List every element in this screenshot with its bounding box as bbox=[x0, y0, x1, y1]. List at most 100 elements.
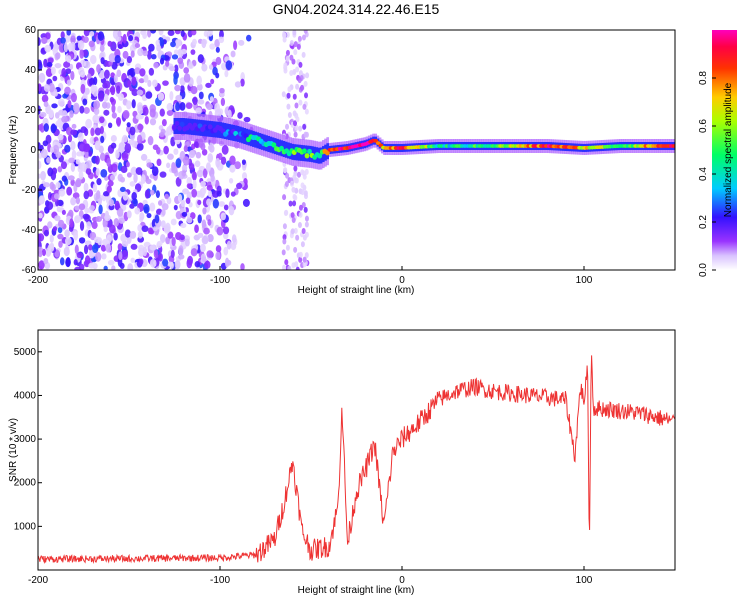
noise-speckle bbox=[173, 148, 179, 155]
colorbar-tick-label: 0.0 bbox=[698, 263, 709, 277]
noise-speckle bbox=[75, 159, 81, 165]
noise-speckle bbox=[95, 215, 103, 222]
noise-speckle bbox=[220, 212, 227, 221]
noise-speckle bbox=[231, 234, 237, 244]
noise-speckle bbox=[240, 78, 245, 87]
noise-speckle bbox=[157, 92, 165, 101]
noise-speckle bbox=[287, 112, 292, 119]
noise-speckle bbox=[103, 80, 111, 89]
noise-speckle bbox=[215, 46, 220, 53]
noise-speckle bbox=[284, 259, 289, 266]
noise-speckle bbox=[201, 219, 207, 229]
noise-speckle bbox=[43, 123, 49, 132]
noise-speckle bbox=[117, 105, 122, 114]
noise-speckle bbox=[174, 260, 181, 270]
noise-speckle bbox=[101, 253, 107, 260]
noise-speckle bbox=[285, 123, 290, 130]
noise-speckle bbox=[298, 211, 303, 218]
signal-core bbox=[174, 120, 180, 127]
noise-speckle bbox=[296, 43, 301, 50]
noise-speckle bbox=[225, 188, 230, 199]
noise-speckle bbox=[145, 91, 153, 99]
noise-speckle bbox=[63, 61, 71, 68]
noise-speckle bbox=[145, 178, 152, 185]
x-tick-label: 100 bbox=[576, 575, 593, 586]
noise-speckle bbox=[82, 98, 88, 106]
noise-speckle bbox=[129, 181, 136, 187]
noise-speckle bbox=[159, 171, 167, 178]
y-tick-label: 5000 bbox=[14, 347, 37, 358]
noise-speckle bbox=[160, 220, 166, 229]
noise-speckle bbox=[175, 176, 182, 187]
noise-speckle bbox=[113, 232, 118, 241]
noise-speckle bbox=[158, 132, 165, 138]
noise-speckle bbox=[46, 201, 54, 211]
noise-speckle bbox=[198, 91, 204, 100]
noise-speckle bbox=[70, 129, 78, 136]
noise-speckle bbox=[79, 150, 85, 157]
noise-speckle bbox=[196, 169, 204, 178]
noise-speckle bbox=[63, 246, 70, 257]
noise-speckle bbox=[282, 264, 287, 270]
noise-speckle bbox=[298, 256, 303, 263]
noise-speckle bbox=[85, 160, 92, 169]
y-tick-label: -20 bbox=[22, 185, 37, 196]
noise-speckle bbox=[114, 55, 121, 64]
noise-speckle bbox=[61, 175, 68, 182]
y-tick-label: 4000 bbox=[14, 390, 37, 401]
noise-speckle bbox=[303, 206, 308, 213]
noise-speckle bbox=[38, 195, 45, 205]
noise-speckle bbox=[185, 102, 193, 109]
noise-speckle bbox=[209, 145, 215, 153]
noise-speckle bbox=[54, 62, 62, 69]
noise-speckle bbox=[190, 49, 196, 55]
noise-speckle bbox=[206, 184, 213, 191]
noise-speckle bbox=[286, 103, 291, 110]
noise-speckle bbox=[210, 173, 215, 182]
noise-speckle bbox=[206, 198, 212, 206]
noise-speckle bbox=[234, 81, 242, 88]
noise-speckle bbox=[177, 57, 184, 65]
noise-speckle bbox=[292, 30, 297, 36]
noise-speckle bbox=[82, 213, 90, 220]
noise-speckle bbox=[289, 54, 294, 61]
noise-speckle bbox=[93, 107, 100, 116]
spectrogram-y-label: Frequency (Hz) bbox=[8, 116, 19, 185]
noise-speckle bbox=[73, 230, 79, 241]
noise-speckle bbox=[207, 190, 212, 198]
noise-speckle bbox=[136, 143, 144, 151]
noise-speckle bbox=[300, 182, 305, 189]
noise-speckle bbox=[68, 157, 75, 164]
noise-speckle bbox=[161, 118, 167, 127]
noise-speckle bbox=[50, 66, 56, 75]
noise-speckle bbox=[147, 227, 153, 235]
noise-speckle bbox=[293, 246, 298, 253]
noise-speckle bbox=[175, 94, 183, 101]
noise-speckle bbox=[107, 40, 113, 47]
noise-speckle bbox=[89, 30, 95, 37]
noise-speckle bbox=[133, 173, 138, 184]
noise-speckle bbox=[70, 70, 75, 81]
noise-speckle bbox=[170, 41, 176, 48]
noise-speckle bbox=[57, 219, 65, 228]
noise-speckle bbox=[55, 181, 61, 189]
noise-speckle bbox=[71, 149, 77, 160]
noise-speckle bbox=[293, 131, 298, 138]
noise-speckle bbox=[303, 193, 308, 200]
noise-speckle bbox=[143, 74, 149, 83]
noise-speckle bbox=[138, 78, 145, 84]
x-tick-label: -100 bbox=[210, 575, 230, 586]
noise-speckle bbox=[289, 40, 294, 47]
snr-series-group bbox=[38, 355, 675, 565]
noise-speckle bbox=[38, 124, 43, 131]
noise-speckle bbox=[109, 96, 115, 103]
noise-speckle bbox=[173, 204, 178, 211]
noise-speckle bbox=[186, 258, 193, 269]
noise-speckle bbox=[287, 86, 292, 93]
noise-speckle bbox=[208, 64, 214, 70]
noise-speckle bbox=[177, 254, 185, 260]
signal-core bbox=[271, 142, 277, 148]
noise-speckle bbox=[304, 92, 309, 99]
noise-speckle bbox=[41, 94, 49, 103]
noise-speckle bbox=[139, 212, 145, 221]
